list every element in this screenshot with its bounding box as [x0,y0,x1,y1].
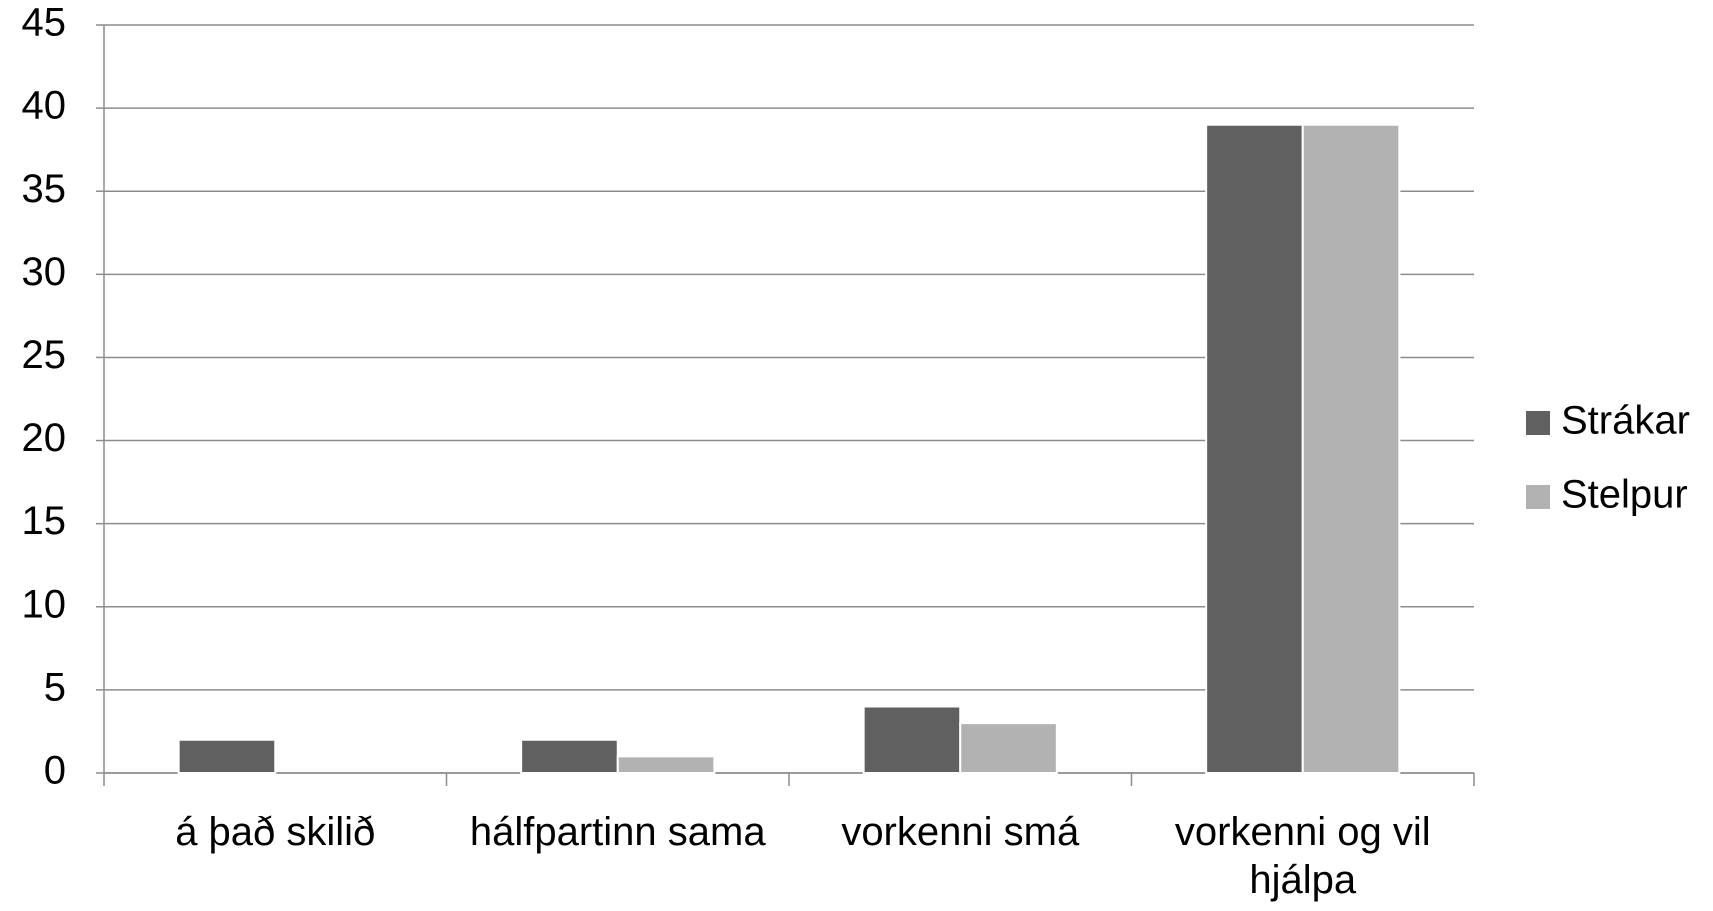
bar [177,738,277,774]
legend-label: Stelpur [1561,473,1688,517]
bar [616,755,716,775]
bar [1205,123,1304,774]
y-tick-label: 20 [22,416,67,460]
x-tick-label: vorkenni smá [841,810,1080,854]
y-tick-label: 25 [22,333,67,377]
legend-swatch [1526,485,1550,509]
x-tick-label: hálfpartinn sama [469,810,766,854]
legend-swatch [1526,411,1550,435]
x-tick-label: á það skilið [175,810,376,854]
y-tick-label: 0 [44,749,66,793]
y-tick-label: 15 [22,499,67,543]
y-tick-label: 45 [22,1,67,45]
bar [1301,123,1401,774]
y-tick-label: 30 [22,250,67,294]
bar [959,722,1058,775]
y-tick-label: 35 [22,167,67,211]
legend-label: Strákar [1561,399,1690,443]
y-tick-label: 40 [22,84,67,128]
y-tick-label: 10 [22,582,67,626]
x-tick-label: vorkenni og vil hjálpa [1174,810,1431,902]
y-tick-label: 5 [44,665,66,709]
bar [862,705,962,774]
bar [520,738,619,774]
